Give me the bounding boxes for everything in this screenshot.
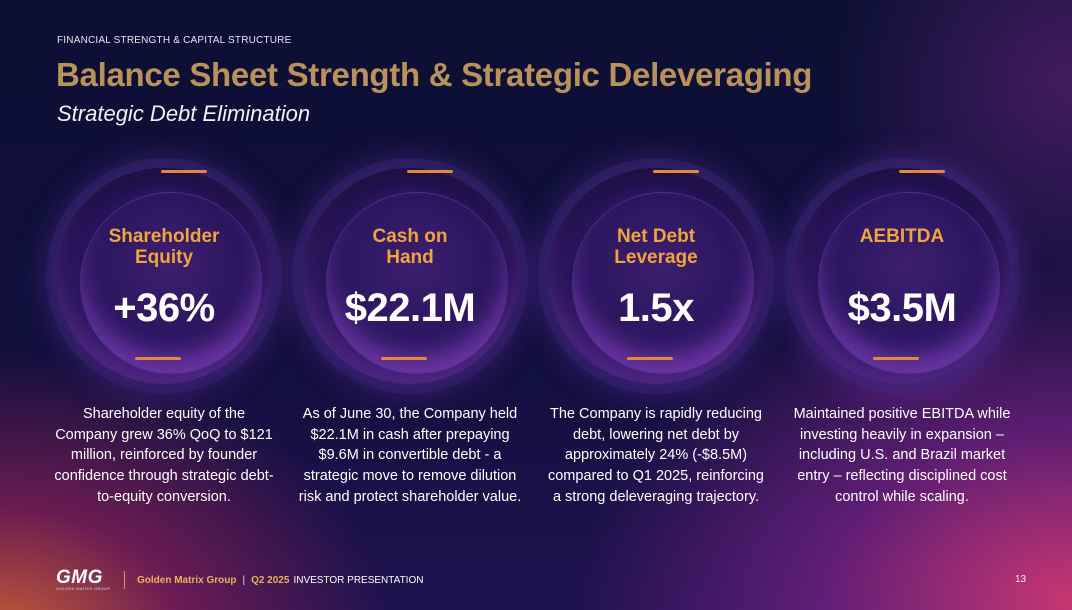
metric-description: Shareholder equity of the Company grew 3… — [54, 406, 274, 505]
metric-inner-ring — [818, 192, 1000, 374]
arc-accent-top — [653, 170, 699, 173]
metric-label-line1: AEBITDA — [859, 226, 945, 247]
metric-label: Shareholder Equity — [56, 226, 272, 268]
metric-circle — [548, 168, 764, 384]
section-kicker: FINANCIAL STRENGTH & CAPITAL STRUCTURE — [57, 35, 292, 46]
logo-wordmark: GMG — [56, 566, 103, 588]
metric-label: Cash on Hand — [302, 226, 518, 268]
metric-inner-ring — [326, 192, 508, 374]
arc-accent-top — [407, 170, 453, 173]
metric-label: Net Debt Leverage — [548, 226, 764, 268]
arc-accent-bottom — [627, 357, 673, 360]
footer-period: Q2 2025 — [251, 574, 290, 586]
metric-label-line1: Cash on — [372, 226, 448, 247]
logo-subtext: GOLDEN MATRIX GROUP — [56, 585, 111, 591]
footer-separator: | — [242, 574, 246, 586]
arc-accent-bottom — [381, 357, 427, 360]
metric-label-line2: Leverage — [614, 247, 698, 268]
metric-circle — [794, 168, 1010, 384]
metric-label-line1: Shareholder — [108, 226, 220, 247]
page-number: 13 — [1015, 574, 1027, 585]
metric-label: AEBITDA — [794, 226, 1010, 247]
page-subtitle: Strategic Debt Elimination — [57, 101, 311, 126]
footer-divider — [124, 571, 125, 589]
metric-circle — [302, 168, 518, 384]
arc-accent-bottom — [135, 357, 181, 360]
metric-label-line2: Hand — [386, 247, 434, 268]
metric-card-cash-on-hand: Cash on Hand $22.1M As of June 30, the C… — [296, 168, 524, 540]
metric-inner-ring — [572, 192, 754, 374]
footer: GMG GOLDEN MATRIX GROUP Golden Matrix Gr… — [56, 568, 423, 592]
page-title: Balance Sheet Strength & Strategic Delev… — [56, 56, 813, 93]
metric-value: 1.5x — [618, 286, 694, 330]
metric-description: The Company is rapidly reducing debt, lo… — [547, 406, 764, 505]
metric-inner-ring — [80, 192, 262, 374]
metric-value: $22.1M — [344, 286, 476, 330]
metric-description: Maintained positive EBITDA while investi… — [793, 406, 1011, 505]
metric-card-net-debt-leverage: Net Debt Leverage 1.5x The Company is ra… — [542, 168, 770, 540]
metric-card-shareholder-equity: Shareholder Equity +36% Shareholder equi… — [50, 168, 278, 540]
arc-accent-top — [899, 170, 945, 173]
arc-accent-top — [161, 170, 207, 173]
footer-company-name: Golden Matrix Group — [137, 574, 237, 586]
metric-description: As of June 30, the Company held $22.1M i… — [298, 406, 522, 505]
metric-value: +36% — [113, 286, 215, 330]
metric-label-line2: Equity — [134, 247, 194, 268]
metric-label-line1: Net Debt — [616, 226, 696, 247]
footer-presentation-label: INVESTOR PRESENTATION — [293, 574, 424, 586]
metric-circle — [56, 168, 272, 384]
metric-value: $3.5M — [847, 286, 957, 330]
company-logo: GMG GOLDEN MATRIX GROUP — [56, 566, 114, 592]
arc-accent-bottom — [873, 357, 919, 360]
metric-card-aebitda: AEBITDA $3.5M Maintained positive EBITDA… — [788, 168, 1016, 540]
